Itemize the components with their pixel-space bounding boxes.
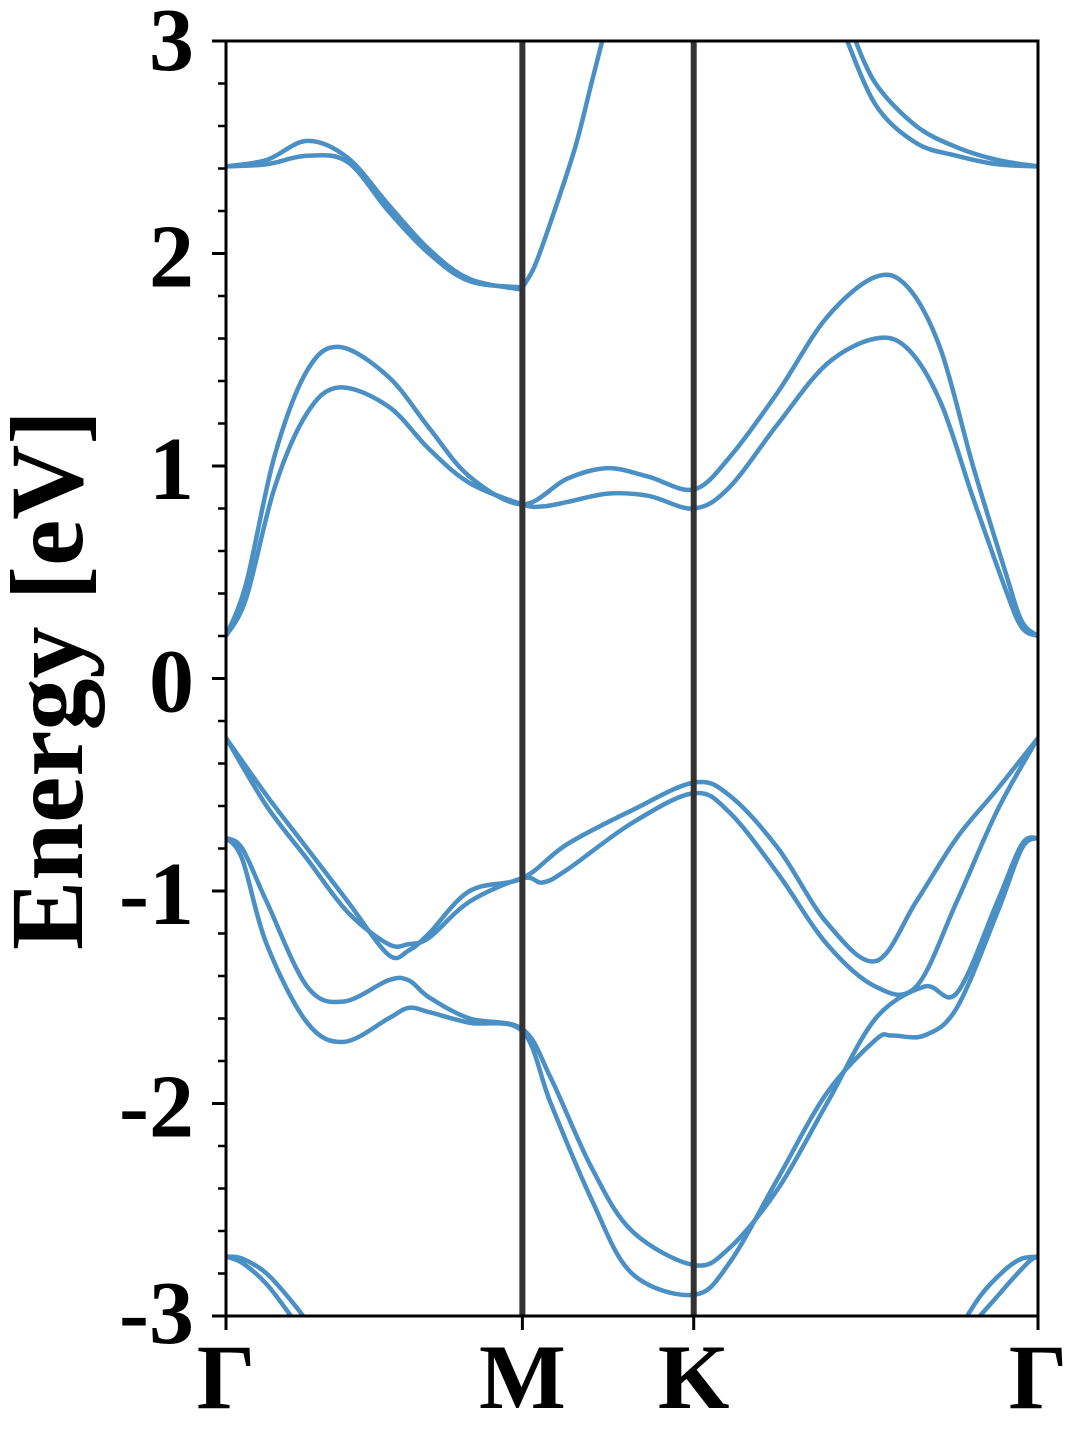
band-line-10 bbox=[226, 835, 1038, 1268]
plot-frame bbox=[224, 39, 1040, 1318]
band-line-4 bbox=[853, 41, 1038, 169]
band-line-5 bbox=[844, 41, 1038, 169]
band-line-11 bbox=[226, 835, 1038, 1298]
x-tick-label: Γ bbox=[1009, 1326, 1068, 1428]
y-axis-ticks: 3 2 1 0 -1 -2 -3 bbox=[119, 0, 226, 1363]
band-line-3 bbox=[520, 41, 605, 290]
band-lines bbox=[226, 41, 1038, 1316]
y-axis-label: Energy [eV] bbox=[0, 410, 105, 950]
y-tick-label: -1 bbox=[119, 845, 194, 944]
y-tick-label: -3 bbox=[119, 1264, 194, 1363]
band-line-13 bbox=[226, 1254, 294, 1316]
x-tick-label: Γ bbox=[197, 1326, 256, 1428]
band-line-7 bbox=[226, 335, 1038, 639]
band-line-6 bbox=[226, 272, 1038, 639]
band-line-9 bbox=[226, 735, 1038, 997]
x-tick-label: K bbox=[658, 1326, 730, 1428]
y-tick-label: 2 bbox=[149, 208, 194, 307]
y-tick-label: 0 bbox=[149, 633, 194, 732]
x-tick-label: M bbox=[479, 1326, 566, 1428]
y-tick-label: 1 bbox=[149, 420, 194, 519]
y-tick-label: -2 bbox=[119, 1058, 194, 1157]
band-line-12 bbox=[226, 1254, 306, 1316]
symmetry-lines bbox=[519, 41, 697, 1316]
y-tick-label: 3 bbox=[149, 0, 194, 90]
band-line-2 bbox=[226, 152, 525, 290]
band-line-8 bbox=[226, 735, 1038, 964]
band-line-14 bbox=[964, 1254, 1038, 1316]
